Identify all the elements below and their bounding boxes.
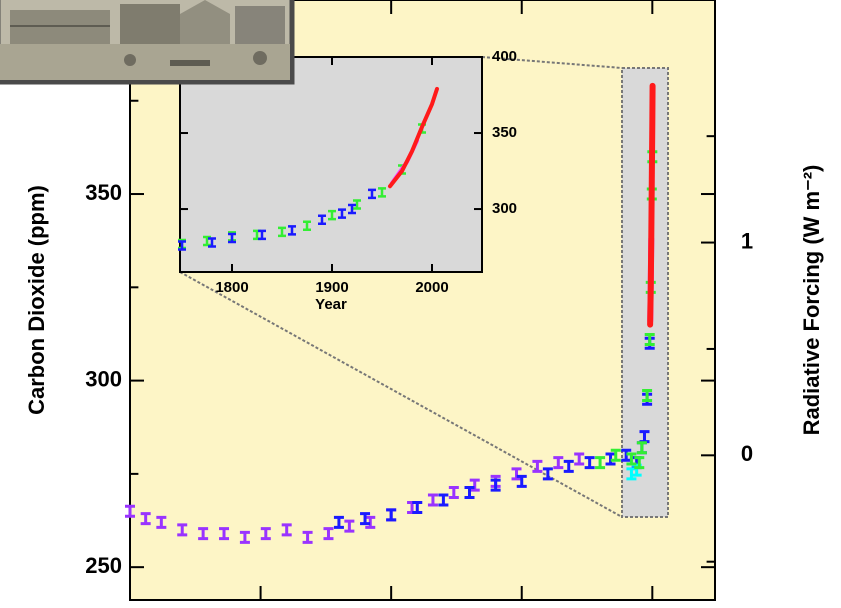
- data-point: [516, 474, 527, 488]
- photo-detail: [124, 54, 136, 66]
- y-tick-label: 400: [492, 48, 517, 65]
- data-point: [642, 389, 653, 403]
- y-tick-label: 350: [85, 180, 122, 205]
- y-tick-label: 300: [492, 200, 517, 217]
- data-point: [333, 515, 344, 529]
- data-point: [203, 235, 211, 247]
- data-point: [563, 459, 574, 473]
- data-point: [621, 448, 632, 462]
- data-point: [323, 527, 334, 541]
- data-point: [140, 512, 151, 526]
- y-tick-label: 300: [85, 366, 122, 391]
- data-point: [511, 467, 522, 481]
- data-point: [239, 530, 250, 544]
- data-point: [469, 478, 480, 492]
- data-point: [303, 220, 311, 232]
- photo-ground: [0, 44, 290, 80]
- data-point: [156, 515, 167, 529]
- data-point: [258, 229, 266, 241]
- data-point: [412, 500, 423, 514]
- data-point: [490, 478, 501, 492]
- data-point: [348, 203, 356, 215]
- data-point: [595, 456, 606, 470]
- data-point: [634, 456, 645, 470]
- data-point: [353, 199, 361, 210]
- x-axis-label: Year: [315, 296, 347, 313]
- photo-building: [120, 4, 180, 44]
- data-line: [647, 82, 656, 328]
- data-point: [427, 493, 438, 507]
- data-point: [302, 530, 313, 544]
- data-point: [464, 486, 475, 500]
- data-point: [338, 208, 346, 219]
- data-point: [386, 508, 397, 522]
- data-point: [125, 504, 135, 518]
- data-point: [584, 456, 595, 470]
- data-point: [219, 527, 230, 541]
- data-point: [328, 209, 336, 221]
- y-tick-label: 350: [492, 124, 517, 141]
- data-point: [553, 456, 564, 470]
- data-point: [626, 452, 637, 466]
- data-point: [610, 448, 621, 462]
- data-point: [228, 232, 236, 244]
- inset-plot: 1800 1900 2000 300 350 400 Year: [178, 48, 517, 313]
- y-axis-label: Carbon Dioxide (ppm): [24, 185, 49, 415]
- x-tick-label: 2000: [415, 279, 448, 296]
- data-point: [605, 452, 616, 466]
- data-point: [177, 523, 188, 537]
- inset-data: [178, 86, 439, 251]
- data-line: [388, 86, 439, 189]
- data-point: [178, 240, 186, 251]
- y2-axis-label: Radiative Forcing (W m⁻²): [799, 165, 824, 436]
- y2-tick-label: 0: [741, 441, 753, 466]
- data-point: [368, 188, 376, 200]
- data-point: [288, 225, 296, 236]
- data-point: [448, 486, 459, 500]
- photo-detail: [253, 51, 267, 65]
- data-point: [278, 226, 286, 238]
- data-point: [542, 467, 553, 481]
- main-data: [125, 82, 658, 544]
- zoom-connector: [481, 56, 623, 69]
- y-tick-label: 250: [85, 553, 122, 578]
- historic-photo: [0, 0, 295, 85]
- data-point: [208, 237, 216, 248]
- data-point: [378, 187, 386, 198]
- x-tick-label: 1800: [215, 279, 248, 296]
- data-point: [281, 523, 292, 537]
- x-tick-label: 1900: [315, 279, 348, 296]
- data-point: [318, 214, 326, 225]
- data-point: [260, 527, 271, 541]
- photo-building: [180, 0, 230, 44]
- data-point: [644, 333, 655, 347]
- data-point: [438, 493, 449, 507]
- photo-detail: [170, 60, 210, 66]
- data-point: [360, 512, 371, 526]
- data-point: [198, 527, 209, 541]
- data-point: [532, 459, 543, 473]
- data-point: [636, 441, 647, 455]
- data-point: [574, 452, 585, 466]
- data-point: [344, 519, 355, 533]
- photo-building: [235, 6, 285, 44]
- y2-tick-label: 1: [741, 228, 753, 253]
- data-point: [365, 515, 376, 529]
